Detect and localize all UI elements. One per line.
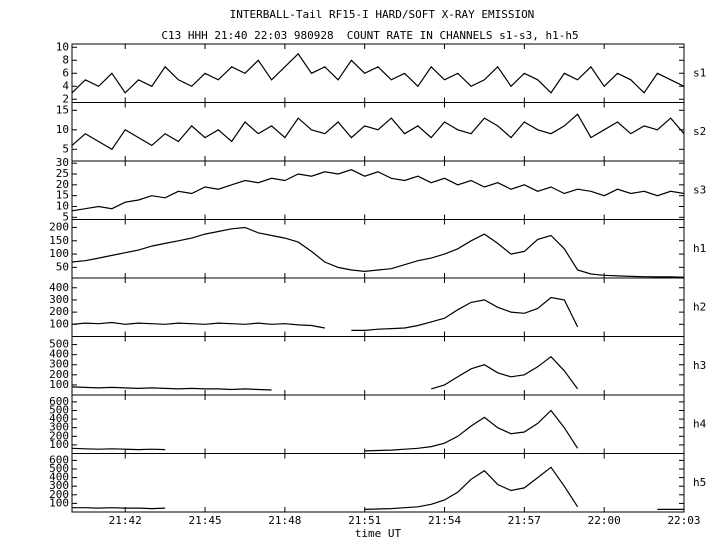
chart-subtitle: C13 HHH 21:40 22:03 980928 COUNT RATE IN… <box>161 29 578 42</box>
y-tick-label: 200 <box>49 488 69 501</box>
x-tick-label: 22:03 <box>667 514 700 527</box>
y-tick-label: 300 <box>49 358 69 371</box>
y-tick-label: 4 <box>62 79 69 92</box>
y-tick-label: 100 <box>49 378 69 391</box>
x-tick-label: 22:00 <box>588 514 621 527</box>
y-tick-label: 8 <box>62 53 69 66</box>
x-tick-label: 21:48 <box>268 514 301 527</box>
panel-frame <box>71 336 685 396</box>
y-tick-label: 20 <box>56 178 69 191</box>
y-tick-label: 6 <box>62 66 69 79</box>
y-tick-label: 100 <box>49 247 69 260</box>
y-tick-label: 200 <box>49 220 69 233</box>
x-tick-label: 21:42 <box>109 514 142 527</box>
y-tick-label: 400 <box>49 471 69 484</box>
data-line <box>71 296 579 331</box>
panel-frame <box>71 394 685 454</box>
panel-frame <box>71 160 685 220</box>
data-line <box>71 169 685 212</box>
panel-label: h2 <box>693 300 706 313</box>
y-tick-label: 5 <box>62 210 69 223</box>
panel-label: h3 <box>693 359 706 372</box>
x-tick-label: 21:54 <box>428 514 461 527</box>
panel-frame <box>71 219 685 279</box>
y-tick-label: 200 <box>49 368 69 381</box>
panel-label: h5 <box>693 476 706 489</box>
chart-title: INTERBALL-Tail RF15-I HARD/SOFT X-RAY EM… <box>230 8 535 21</box>
panel-frame <box>71 277 685 337</box>
y-tick-label: 10 <box>56 40 69 53</box>
data-line <box>71 355 579 391</box>
panel-label: s2 <box>693 125 706 138</box>
data-line <box>71 409 579 452</box>
y-tick-label: 300 <box>49 479 69 492</box>
panel-label: s1 <box>693 66 706 79</box>
data-line <box>71 52 685 94</box>
y-tick-label: 600 <box>49 453 69 466</box>
y-tick-label: 2 <box>62 92 69 105</box>
y-tick-label: 200 <box>49 305 69 318</box>
data-line <box>71 113 685 151</box>
data-line <box>71 226 685 278</box>
x-tick-label: 21:57 <box>508 514 541 527</box>
panel-frame <box>71 453 685 513</box>
y-tick-label: 15 <box>56 189 69 202</box>
y-tick-label: 300 <box>49 293 69 306</box>
y-tick-label: 300 <box>49 421 69 434</box>
x-tick-label: 21:45 <box>188 514 221 527</box>
y-tick-label: 400 <box>49 281 69 294</box>
panel-label: s3 <box>693 183 706 196</box>
y-tick-label: 500 <box>49 462 69 475</box>
panel-frame <box>71 43 685 103</box>
y-tick-label: 100 <box>49 438 69 451</box>
panel-frame <box>71 102 685 162</box>
y-tick-label: 150 <box>49 234 69 247</box>
y-tick-label: 500 <box>49 403 69 416</box>
y-tick-label: 15 <box>56 103 69 116</box>
y-tick-label: 100 <box>49 317 69 330</box>
panel-label: h1 <box>693 242 706 255</box>
y-tick-label: 25 <box>56 167 69 180</box>
y-tick-label: 400 <box>49 348 69 361</box>
y-tick-label: 10 <box>56 123 69 136</box>
y-tick-label: 600 <box>49 395 69 408</box>
x-tick-label: 21:51 <box>348 514 381 527</box>
y-tick-label: 100 <box>49 496 69 509</box>
y-tick-label: 30 <box>56 156 69 169</box>
panel-label: h4 <box>693 417 707 430</box>
y-tick-label: 5 <box>62 142 69 155</box>
y-tick-label: 400 <box>49 412 69 425</box>
data-line <box>72 466 684 510</box>
y-tick-label: 500 <box>49 338 69 351</box>
y-tick-label: 200 <box>49 429 69 442</box>
y-tick-label: 50 <box>56 260 69 273</box>
y-tick-label: 10 <box>56 200 69 213</box>
x-axis-label: time UT <box>355 527 402 540</box>
